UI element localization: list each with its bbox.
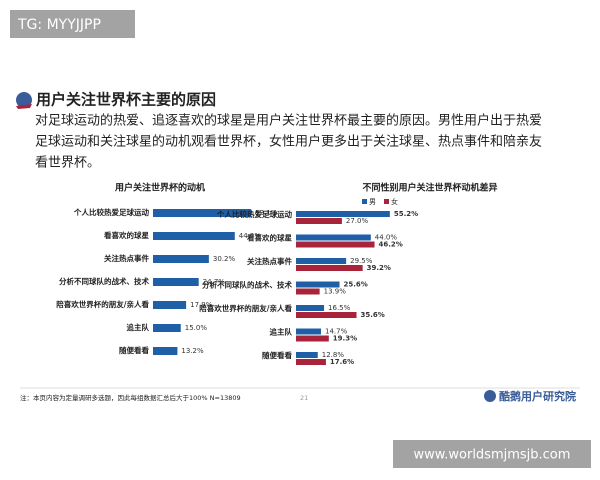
bar: [153, 301, 187, 309]
value-label: 55.2%: [394, 210, 418, 218]
legend-label: 男: [369, 198, 376, 206]
category-label: 随便看看: [119, 345, 149, 355]
bar: [296, 241, 375, 248]
bar: [296, 234, 371, 241]
bar: [296, 281, 340, 288]
slide-title: 用户关注世界杯主要的原因: [36, 91, 216, 109]
value-label: 29.5%: [350, 257, 373, 265]
body-line: 对足球运动的热爱、追逐喜欢的球星是用户关注世界杯最主要的原因。男性用户出于热爱: [35, 113, 542, 129]
category-label: 追主队: [270, 327, 293, 337]
chart-title: 用户关注世界杯的动机: [114, 182, 205, 194]
bar: [153, 278, 199, 286]
value-label: 44.0%: [375, 234, 398, 242]
site-watermark: www.worldsmjmsjb.com: [414, 448, 571, 463]
value-label: 12.8%: [322, 351, 345, 359]
bar: [153, 255, 209, 263]
value-label: 39.2%: [367, 264, 391, 272]
value-label: 17.6%: [330, 358, 354, 366]
bar: [153, 324, 181, 332]
value-label: 15.0%: [185, 324, 208, 332]
bar: [296, 265, 363, 271]
category-label: 陪喜欢世界杯的朋友/亲人看: [56, 299, 149, 309]
bar: [296, 335, 329, 342]
value-label: 16.5%: [328, 304, 351, 312]
bar: [296, 305, 325, 311]
value-label: 30.2%: [213, 255, 236, 263]
value-label: 13.2%: [181, 347, 204, 355]
category-label: 关注热点事件: [247, 256, 292, 266]
title-icon: [16, 92, 32, 109]
watermark: TG: MYYJJPP: [17, 17, 101, 33]
bar: [296, 312, 357, 318]
legend-label: 女: [391, 197, 398, 206]
category-label: 陪喜欢世界杯的朋友/亲人看: [199, 303, 292, 313]
category-label: 关注热点事件: [104, 253, 149, 263]
category-label: 分析不同球队的战术、技术: [59, 276, 149, 286]
value-label: 14.7%: [325, 328, 348, 336]
value-label: 19.3%: [333, 335, 357, 343]
footnote: 注：本页内容为定量调研多选题，因此每组数据汇总后大于100% N=13809: [20, 393, 241, 402]
bar: [296, 211, 390, 217]
value-label: 17.9%: [190, 301, 213, 309]
value-label: 24.7%: [203, 278, 226, 286]
bar: [296, 258, 347, 264]
bar: [296, 359, 326, 365]
value-label: 46.2%: [379, 241, 403, 249]
category-label: 随便看看: [262, 350, 292, 360]
logo: 酷鹅用户研究院: [499, 389, 576, 403]
body-line: 足球运动和关注球星的动机观看世界杯，女性用户更多出于关注球星、热点事件和陪亲友: [35, 134, 542, 150]
category-label: 个人比较热爱足球运动: [73, 207, 149, 217]
category-label: 个人比较热爱足球运动: [216, 209, 292, 219]
legend-swatch: [384, 199, 389, 204]
legend-swatch: [362, 199, 367, 204]
body-line: 看世界杯。: [35, 155, 100, 171]
category-label: 追主队: [127, 322, 150, 332]
watermark-box: [10, 10, 135, 38]
bar: [296, 328, 321, 335]
value-label: 25.6%: [344, 281, 368, 289]
value-label: 27.0%: [346, 217, 369, 225]
category-label: 分析不同球队的战术、技术: [202, 280, 292, 290]
value-label: 13.9%: [324, 288, 347, 296]
bar: [153, 347, 178, 355]
value-label: 35.6%: [361, 311, 385, 319]
logo-icon: [484, 390, 496, 402]
category-label: 看喜欢的球星: [246, 233, 292, 243]
page-number: 21: [300, 394, 308, 402]
bar: [296, 218, 342, 224]
bar: [296, 288, 320, 295]
chart-title: 不同性别用户关注世界杯动机差异: [362, 182, 497, 194]
bar: [153, 209, 252, 217]
watermark-box: [393, 440, 591, 468]
value-label: 44.2%: [239, 232, 262, 240]
bar: [153, 232, 235, 240]
category-label: 看喜欢的球星: [103, 230, 149, 240]
bar: [296, 352, 318, 358]
value-label: 53.1%: [255, 209, 278, 217]
